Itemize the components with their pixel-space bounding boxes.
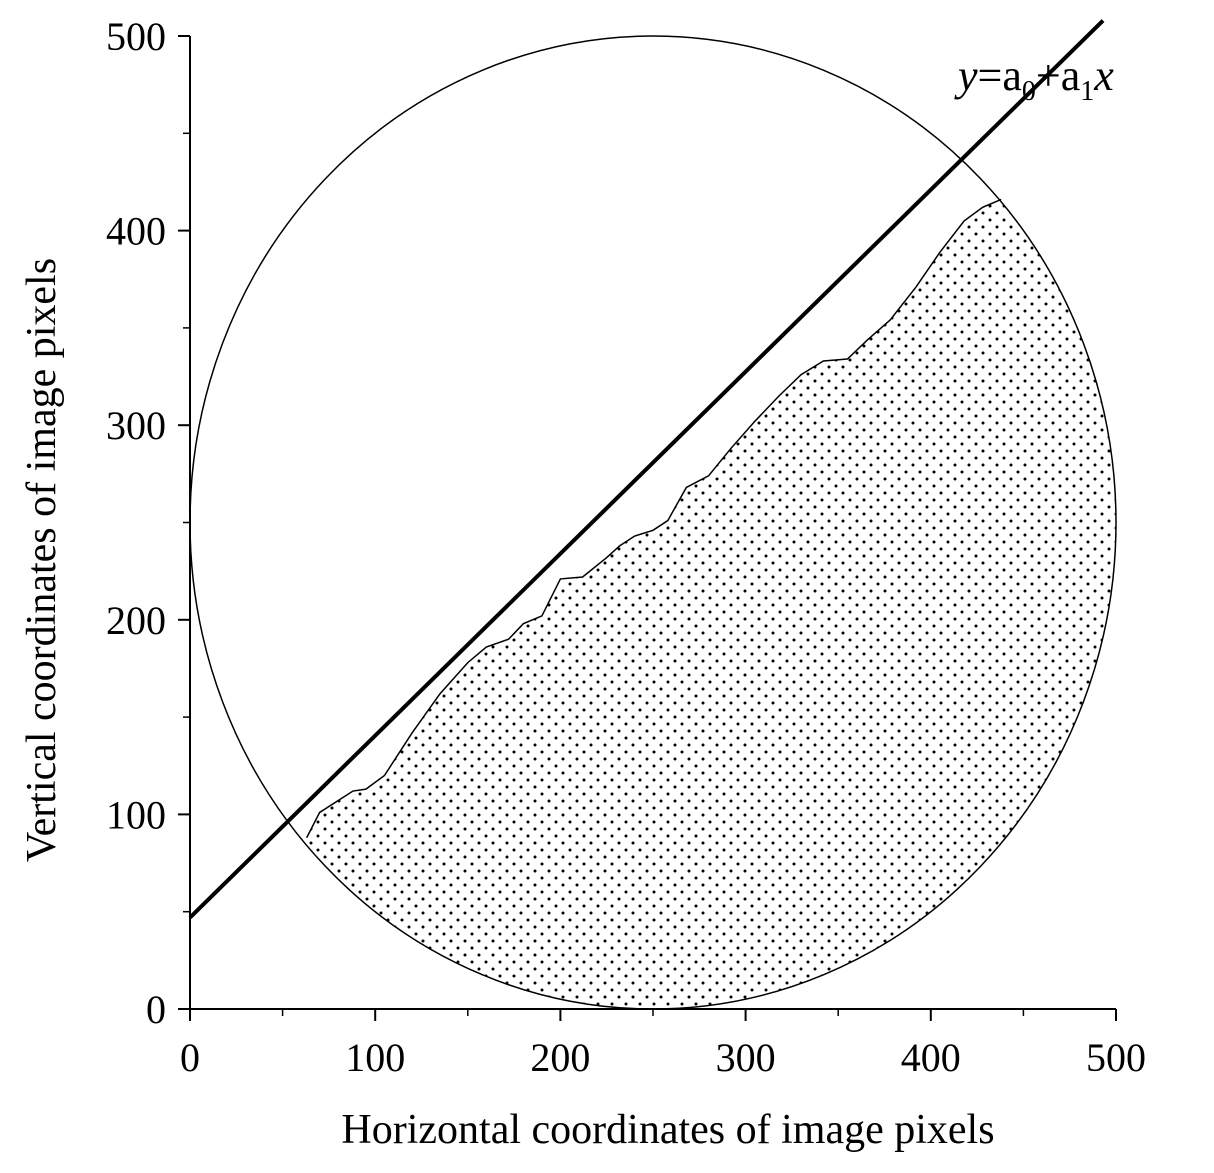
x-tick-label: 400 [901,1035,961,1080]
x-tick-label: 500 [1086,1035,1146,1080]
plot-layer [188,19,1117,1010]
equation-plus-a: +a [1036,51,1080,100]
equation-x: x [1093,51,1114,100]
y-axis-title: Vertical coordinates of image pixels [19,258,65,862]
x-axis-title: Horizontal coordinates of image pixels [341,1107,994,1153]
dotted-region [306,199,1116,1009]
y-tick-label: 300 [106,403,166,448]
equation-sub1: 1 [1080,76,1094,107]
x-tick-label: 0 [180,1035,200,1080]
y-ticks: 0 100 200 300 400 500 [106,14,190,1032]
y-tick-label: 500 [106,14,166,59]
x-tick-label: 200 [530,1035,590,1080]
fit-line [188,19,1105,919]
x-tick-label: 100 [345,1035,405,1080]
equation-sub0: 0 [1022,76,1036,107]
x-tick-label: 300 [716,1035,776,1080]
y-tick-label: 100 [106,792,166,837]
y-tick-label: 200 [106,598,166,643]
y-tick-label: 400 [106,209,166,254]
y-tick-label: 0 [146,987,166,1032]
equation-y: y [954,51,978,100]
boundary-curve [306,198,1002,839]
equation-eq-a: =a [978,51,1022,100]
fit-equation: y=a0+a1x [954,51,1114,107]
x-ticks: 0 100 200 300 400 500 [180,1009,1146,1080]
